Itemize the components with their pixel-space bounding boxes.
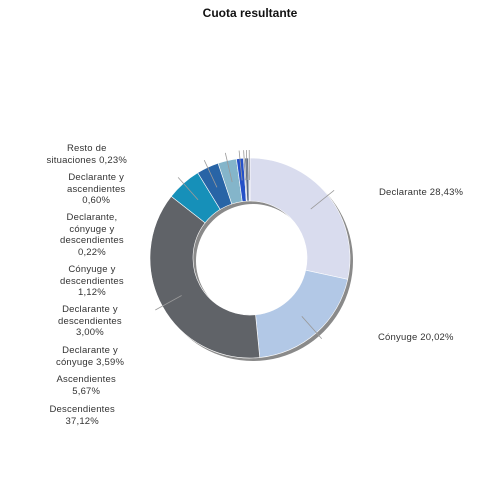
slice-label: Declarante 28,43%: [379, 187, 464, 198]
slice-label: Cónyuge y descendientes 1,12%: [60, 264, 124, 298]
leader-line: [310, 189, 335, 210]
slice-label: Declarante y descendientes 3,00%: [58, 304, 122, 338]
slice-label: Declarante y ascendientes 0,60%: [67, 172, 126, 206]
leader-line: [155, 295, 182, 311]
slice-declarante: [249, 157, 351, 280]
slice-label: Ascendientes 5,67%: [56, 374, 116, 397]
slice-label: Declarante y cónyuge 3,59%: [56, 345, 125, 368]
leader-line: [301, 316, 323, 340]
leader-line: [203, 160, 218, 188]
leader-line: [238, 150, 243, 181]
leader-line: [177, 177, 199, 201]
slice-label: Resto de situaciones 0,23%: [46, 143, 128, 166]
leader-line: [246, 150, 248, 181]
slice-label: Cónyuge 20,02%: [378, 332, 454, 343]
leader-line: [243, 150, 246, 181]
chart-title: Cuota resultante: [202, 6, 298, 20]
leader-line: [224, 152, 233, 183]
slice-label: Descendientes 37,12%: [49, 404, 115, 427]
slice-descendientes: [149, 195, 261, 359]
slice-label: Declarante, cónyuge y descendientes 0,22…: [60, 212, 124, 258]
